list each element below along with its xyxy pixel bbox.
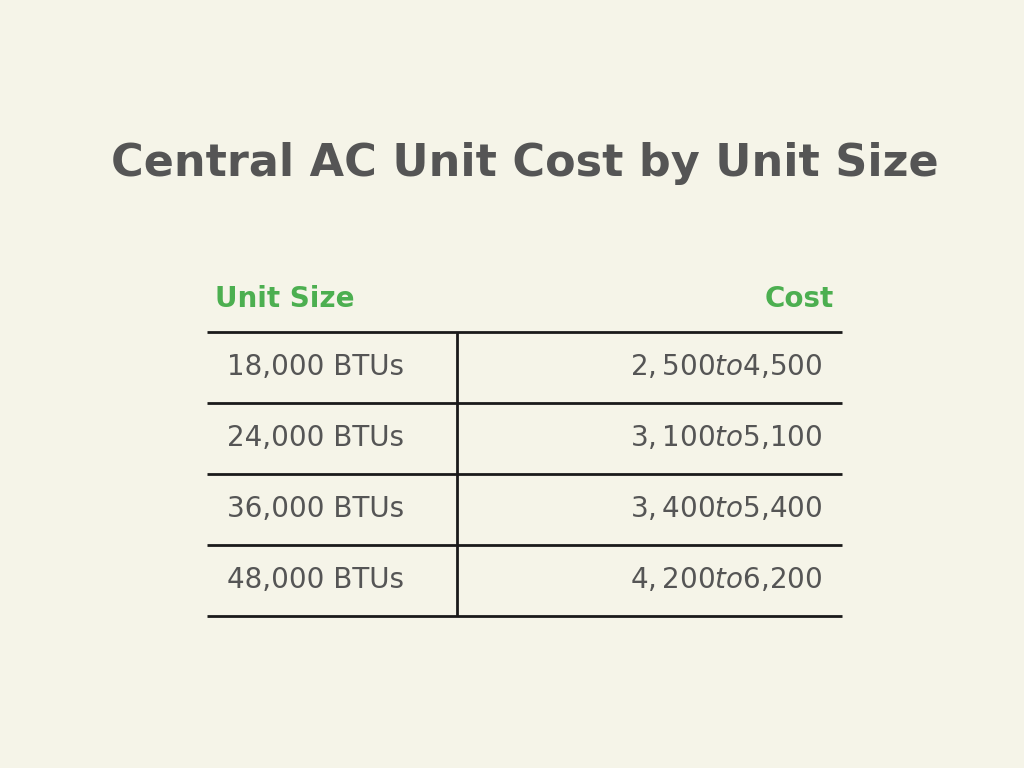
Text: 48,000 BTUs: 48,000 BTUs — [227, 566, 404, 594]
Text: $3,100 to $5,100: $3,100 to $5,100 — [630, 424, 822, 452]
Text: 18,000 BTUs: 18,000 BTUs — [227, 353, 404, 381]
Text: $4,200 to $6,200: $4,200 to $6,200 — [630, 566, 822, 594]
Text: $2,500 to $4,500: $2,500 to $4,500 — [630, 353, 822, 381]
Text: Central AC Unit Cost by Unit Size: Central AC Unit Cost by Unit Size — [111, 141, 939, 184]
Text: $3,400 to $5,400: $3,400 to $5,400 — [630, 495, 822, 523]
Text: Cost: Cost — [765, 285, 835, 313]
Text: 24,000 BTUs: 24,000 BTUs — [227, 424, 404, 452]
Text: Unit Size: Unit Size — [215, 285, 354, 313]
Text: 36,000 BTUs: 36,000 BTUs — [227, 495, 404, 523]
